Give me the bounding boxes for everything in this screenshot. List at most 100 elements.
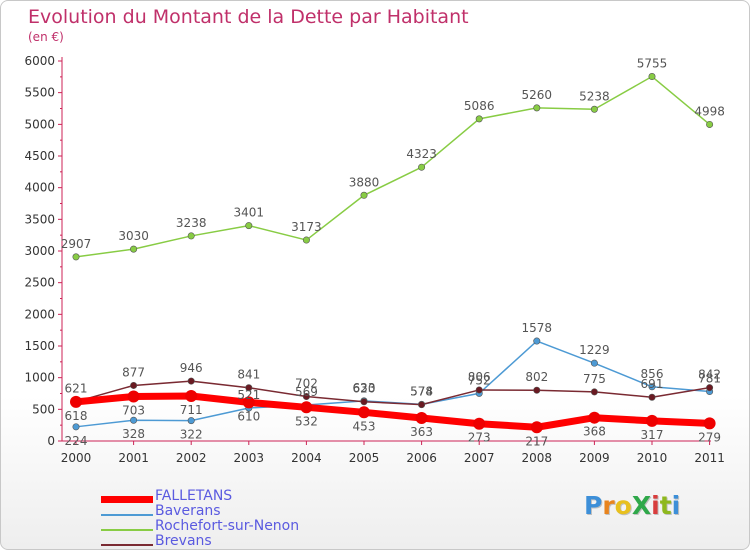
data-label: 5238: [579, 89, 610, 103]
data-point: [360, 398, 368, 406]
data-point: [646, 414, 658, 427]
data-point: [473, 417, 486, 430]
data-point: [72, 423, 80, 431]
legend-item: Brevans: [101, 533, 361, 549]
data-label: 620: [353, 382, 376, 396]
data-point: [130, 245, 138, 253]
data-label: 574: [410, 385, 433, 399]
data-point: [187, 417, 195, 425]
data-point: [590, 388, 598, 396]
data-label: 279: [698, 430, 721, 444]
data-label: 578: [410, 384, 433, 398]
data-point: [418, 163, 426, 171]
y-tick-label: 3000: [24, 244, 55, 258]
data-label: 1578: [522, 321, 553, 335]
data-label: 317: [641, 428, 664, 442]
data-label: 841: [237, 368, 260, 382]
proxiti-logo: ProXiti: [584, 491, 680, 520]
data-label: 569: [295, 385, 318, 399]
data-label: 4323: [406, 147, 437, 161]
data-label: 752: [468, 373, 491, 387]
data-point: [302, 393, 310, 401]
data-point: [302, 236, 310, 244]
x-tick-label: 2009: [579, 451, 610, 465]
data-point: [533, 337, 541, 345]
data-label: 453: [353, 419, 376, 433]
x-tick-label: 2003: [234, 451, 265, 465]
x-tick-label: 2010: [637, 451, 668, 465]
x-tick-label: 2002: [176, 451, 207, 465]
data-label: 328: [122, 427, 145, 441]
y-tick-label: 3500: [24, 212, 55, 226]
data-label: 368: [583, 425, 606, 439]
data-point: [70, 395, 82, 408]
y-tick-label: 5500: [24, 86, 55, 100]
y-tick-label: 4500: [24, 149, 55, 163]
data-point: [245, 222, 253, 230]
legend-swatch: [101, 514, 153, 516]
data-label: 946: [180, 361, 203, 375]
data-point: [130, 416, 138, 424]
data-point: [185, 389, 198, 402]
data-point: [590, 359, 598, 367]
data-label: 856: [641, 367, 664, 381]
x-tick-label: 2006: [406, 451, 437, 465]
data-label: 618: [65, 409, 88, 423]
y-tick-label: 2000: [24, 307, 55, 321]
data-point: [706, 120, 714, 128]
data-point: [127, 390, 140, 403]
series-line-falletans: [72, 392, 714, 431]
y-tick-label: 6000: [24, 54, 55, 68]
y-tick-label: 1000: [24, 371, 55, 385]
data-point: [530, 421, 543, 434]
data-label: 521: [237, 388, 260, 402]
data-point: [648, 393, 656, 401]
data-label: 633: [353, 381, 376, 395]
data-point: [245, 384, 253, 392]
data-point: [300, 401, 313, 414]
data-label: 3401: [234, 206, 265, 220]
legend-item: Rochefort-sur-Nenon: [101, 518, 361, 537]
y-tick-label: 1500: [24, 339, 55, 353]
legend-label: FALLETANS: [155, 488, 233, 504]
legend-label: Baverans: [155, 503, 221, 519]
data-point: [242, 396, 255, 409]
y-tick-label: 500: [32, 402, 55, 416]
data-point: [475, 115, 483, 123]
data-label: 806: [468, 370, 491, 384]
data-point: [187, 377, 195, 385]
y-tick-label: 5000: [24, 117, 55, 131]
data-label: 802: [525, 370, 548, 384]
data-label: 2907: [61, 237, 92, 251]
data-label: 5755: [637, 57, 668, 71]
legend-swatch: [101, 529, 153, 531]
data-point: [358, 406, 370, 419]
chart-subtitle: (en €): [28, 30, 64, 44]
data-point: [360, 191, 368, 199]
data-label: 322: [180, 428, 203, 442]
data-point: [187, 232, 195, 240]
y-tick-label: 4000: [24, 181, 55, 195]
data-point: [648, 383, 656, 391]
data-label: 4998: [694, 104, 725, 118]
data-label: 532: [295, 414, 318, 428]
data-label: 610: [237, 409, 260, 423]
legend-label: Brevans: [155, 533, 212, 549]
data-point: [706, 384, 714, 392]
series-line-brevans: [75, 380, 711, 406]
data-point: [418, 401, 426, 409]
data-label: 3030: [118, 229, 149, 243]
data-label: 781: [698, 372, 721, 386]
y-tick-label: 0: [47, 434, 55, 448]
series-line-rochefort-sur-nenon: [75, 75, 711, 258]
data-label: 3238: [176, 216, 207, 230]
logo-letter: r: [602, 491, 615, 520]
data-label: 702: [295, 377, 318, 391]
x-tick-label: 2008: [522, 451, 553, 465]
chart-title: Evolution du Montant de la Dette par Hab…: [28, 6, 469, 28]
logo-letter: X: [631, 491, 652, 520]
data-label: 842: [698, 368, 721, 382]
data-label: 273: [468, 431, 491, 445]
